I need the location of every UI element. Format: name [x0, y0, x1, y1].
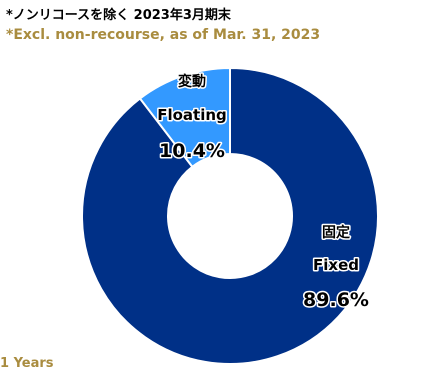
slice-label-en-floating: Floating	[157, 106, 227, 124]
footer-text: 1 Years	[0, 356, 54, 371]
donut-labels: 固定 Fixed 89.6% 変動 Floating 10.4%	[156, 72, 371, 313]
note-japanese: *ノンリコースを除く 2023年3月期末	[6, 8, 231, 23]
slice-value-fixed: 89.6%	[303, 289, 369, 311]
note-english: *Excl. non-recourse, as of Mar. 31, 2023	[6, 27, 321, 43]
slice-value-floating: 10.4%	[159, 140, 225, 162]
slice-floating	[138, 66, 231, 169]
donut-slices	[81, 66, 379, 365]
slice-label-jp-fixed: 固定	[322, 224, 350, 241]
slice-label-jp-floating: 変動	[178, 73, 206, 90]
slice-label-en-fixed: Fixed	[313, 256, 359, 274]
slice-fixed	[81, 66, 379, 365]
